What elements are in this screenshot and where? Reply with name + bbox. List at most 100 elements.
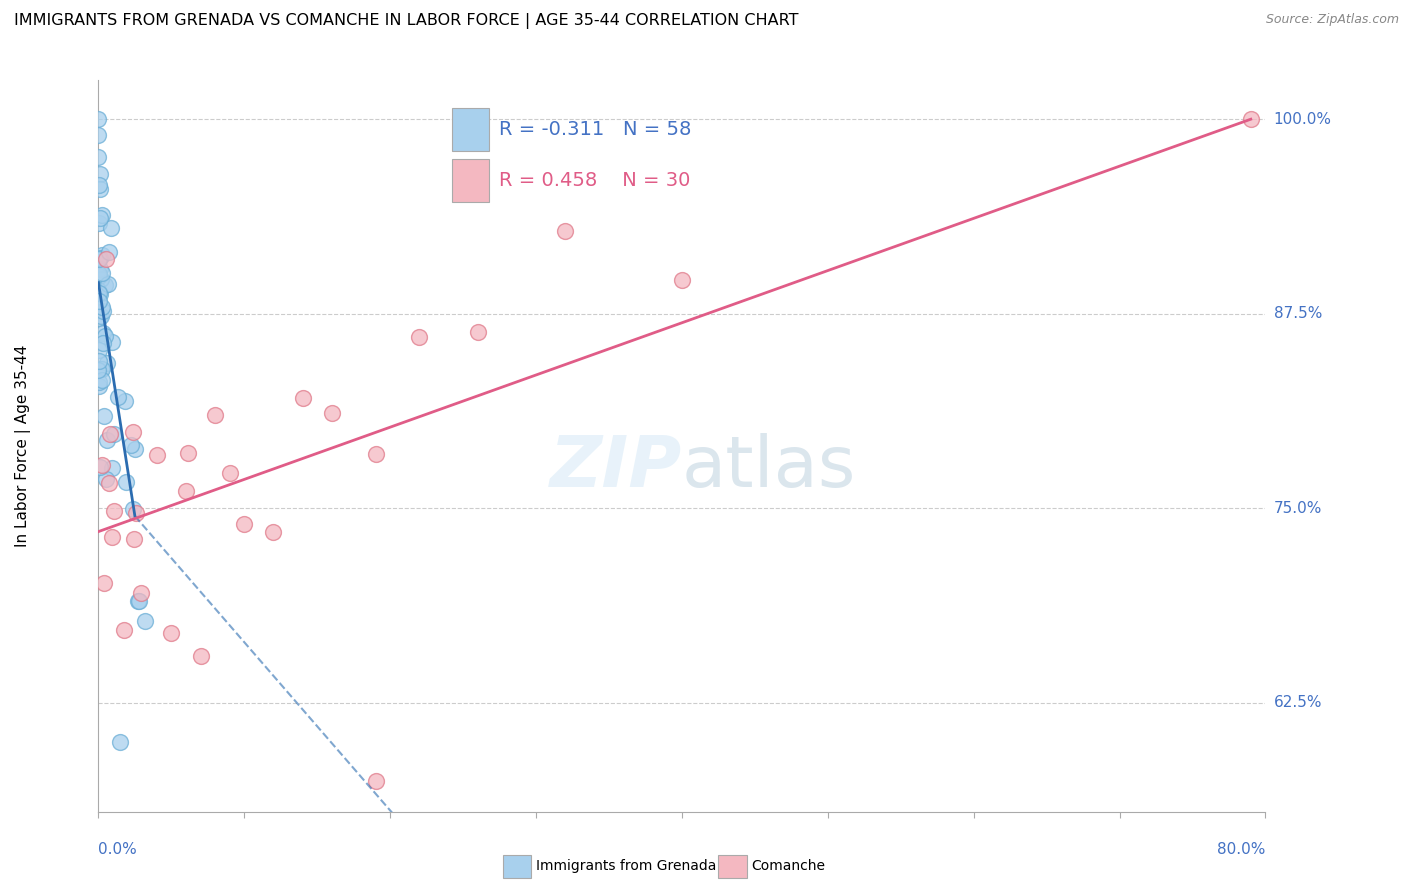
- Point: [122, 532, 145, 546]
- Point: [87, 283, 110, 297]
- Point: [96, 433, 118, 447]
- Point: [291, 391, 314, 405]
- Text: 75.0%: 75.0%: [1274, 500, 1322, 516]
- Point: [87, 294, 110, 309]
- Point: [96, 356, 118, 370]
- Text: atlas: atlas: [682, 434, 856, 502]
- Point: [94, 278, 117, 293]
- Point: [89, 251, 111, 265]
- Point: [90, 272, 112, 286]
- Point: [91, 248, 114, 262]
- Point: [204, 408, 226, 422]
- Point: [98, 427, 121, 442]
- Text: Comanche: Comanche: [751, 859, 825, 873]
- Point: [91, 326, 114, 341]
- Text: 62.5%: 62.5%: [1274, 695, 1322, 710]
- Point: [90, 266, 112, 280]
- Point: [110, 734, 132, 748]
- Point: [87, 343, 110, 358]
- Point: [98, 245, 121, 260]
- Point: [114, 623, 136, 637]
- Point: [97, 475, 120, 490]
- Point: [87, 128, 110, 142]
- Point: [107, 390, 129, 404]
- Point: [127, 594, 149, 608]
- Point: [321, 406, 343, 420]
- Point: [122, 502, 145, 516]
- Text: Immigrants from Grenada: Immigrants from Grenada: [536, 859, 716, 873]
- Point: [174, 484, 197, 499]
- Point: [87, 252, 110, 266]
- Point: [134, 615, 156, 629]
- Point: [100, 334, 122, 349]
- Point: [103, 504, 125, 518]
- Point: [93, 409, 115, 424]
- Text: 100.0%: 100.0%: [1274, 112, 1331, 127]
- Point: [89, 286, 111, 301]
- Point: [89, 268, 111, 283]
- Text: ZIP: ZIP: [550, 434, 682, 502]
- Point: [408, 330, 430, 344]
- Point: [90, 361, 112, 376]
- Point: [91, 458, 114, 472]
- Point: [177, 446, 200, 460]
- Point: [101, 530, 124, 544]
- Text: IMMIGRANTS FROM GRENADA VS COMANCHE IN LABOR FORCE | AGE 35-44 CORRELATION CHART: IMMIGRANTS FROM GRENADA VS COMANCHE IN L…: [14, 13, 799, 29]
- Point: [129, 586, 152, 600]
- Point: [89, 178, 111, 192]
- Point: [94, 329, 117, 343]
- Text: Source: ZipAtlas.com: Source: ZipAtlas.com: [1265, 13, 1399, 27]
- Text: R = 0.458    N = 30: R = 0.458 N = 30: [499, 171, 690, 190]
- Point: [91, 335, 114, 350]
- Point: [91, 361, 114, 376]
- Point: [96, 472, 118, 486]
- Point: [114, 394, 136, 409]
- Point: [89, 375, 111, 389]
- Point: [146, 448, 169, 462]
- Point: [467, 325, 489, 339]
- Point: [128, 594, 150, 608]
- Point: [103, 426, 125, 441]
- Point: [1240, 112, 1263, 127]
- Point: [100, 220, 122, 235]
- Point: [124, 507, 146, 521]
- Point: [554, 224, 576, 238]
- Point: [89, 182, 111, 196]
- Text: 80.0%: 80.0%: [1218, 842, 1265, 857]
- Point: [262, 525, 284, 540]
- Point: [93, 576, 115, 591]
- FancyBboxPatch shape: [451, 108, 489, 152]
- Point: [89, 211, 111, 225]
- Point: [101, 461, 124, 475]
- Point: [218, 467, 240, 481]
- Point: [89, 379, 111, 393]
- FancyBboxPatch shape: [451, 160, 489, 202]
- Point: [120, 438, 142, 452]
- Point: [160, 626, 183, 640]
- Point: [89, 262, 111, 277]
- Point: [89, 460, 111, 475]
- Point: [91, 372, 114, 386]
- Point: [87, 363, 110, 377]
- Point: [87, 112, 110, 127]
- Point: [87, 216, 110, 230]
- Point: [90, 208, 112, 222]
- Text: 0.0%: 0.0%: [98, 842, 138, 857]
- Point: [90, 309, 112, 323]
- Text: In Labor Force | Age 35-44: In Labor Force | Age 35-44: [14, 345, 31, 547]
- Point: [87, 150, 110, 164]
- Point: [124, 442, 146, 456]
- Point: [89, 311, 111, 326]
- Point: [233, 517, 256, 532]
- Point: [190, 649, 212, 664]
- Point: [364, 773, 387, 788]
- Point: [115, 475, 138, 489]
- Point: [122, 425, 145, 439]
- Point: [671, 273, 693, 287]
- Point: [364, 447, 387, 461]
- Text: R = -0.311   N = 58: R = -0.311 N = 58: [499, 120, 692, 139]
- Point: [90, 301, 112, 315]
- Point: [89, 287, 111, 301]
- Point: [89, 167, 111, 181]
- Point: [89, 354, 111, 368]
